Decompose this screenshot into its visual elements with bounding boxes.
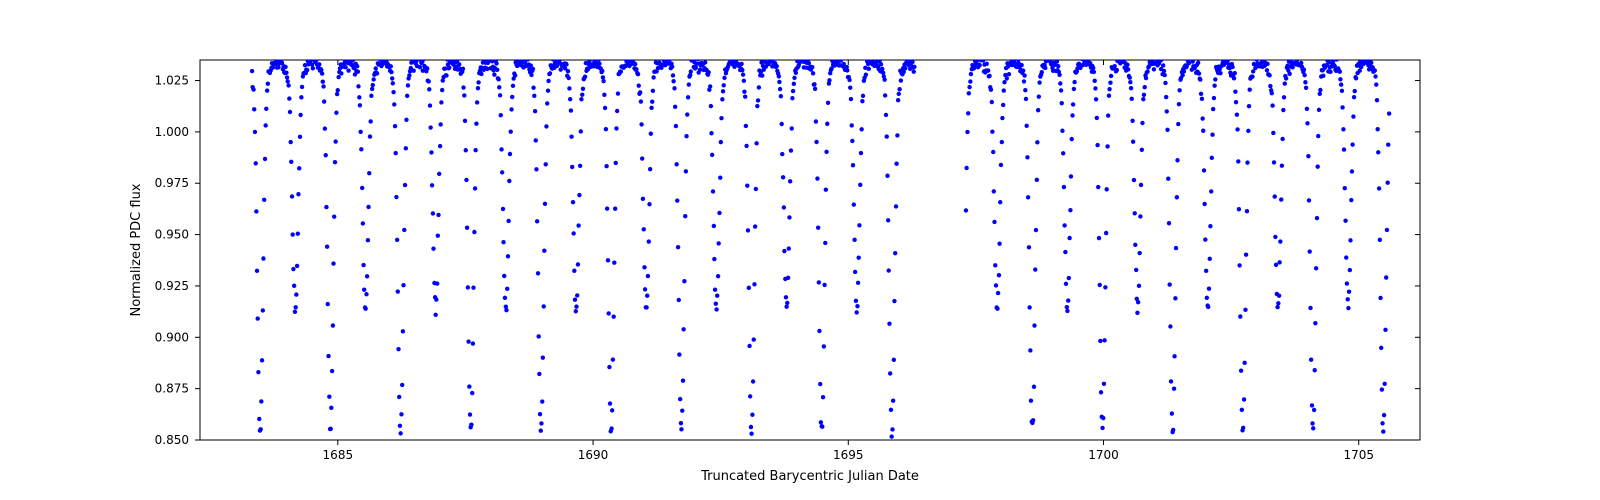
y-tick-label: 0.925 bbox=[155, 279, 189, 293]
chart-svg: 1685 1690 1695 1700 1705 0.850 0.875 0.900 0.92… bbox=[0, 0, 1600, 500]
y-tick-label: 1.025 bbox=[155, 74, 189, 88]
y-tick-label: 0.875 bbox=[155, 382, 189, 396]
x-tick-label: 1690 bbox=[578, 448, 609, 462]
y-tick-label: 1.000 bbox=[155, 125, 189, 139]
x-tick-label: 1695 bbox=[833, 448, 864, 462]
y-axis-label: Normalized PDC flux bbox=[129, 183, 144, 316]
x-tick-label: 1705 bbox=[1343, 448, 1374, 462]
x-axis-label: Truncated Barycentric Julian Date bbox=[700, 469, 919, 484]
y-tick-label: 0.975 bbox=[155, 176, 189, 190]
x-tick-label: 1700 bbox=[1088, 448, 1119, 462]
y-tick-label: 0.900 bbox=[155, 330, 189, 344]
plot-background bbox=[200, 60, 1420, 440]
x-tick-label: 1685 bbox=[323, 448, 354, 462]
y-tick-label: 0.950 bbox=[155, 228, 189, 242]
y-tick-label: 0.850 bbox=[155, 433, 189, 447]
lightcurve-chart: 1685 1690 1695 1700 1705 0.850 0.875 0.900 0.92… bbox=[0, 0, 1600, 500]
